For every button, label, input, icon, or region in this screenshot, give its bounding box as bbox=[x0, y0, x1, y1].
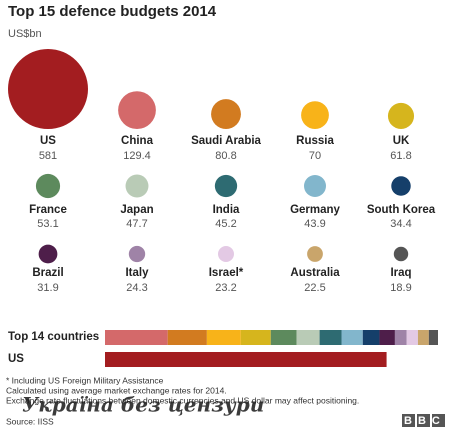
country-label: Italy bbox=[125, 267, 149, 279]
value-label: 22.5 bbox=[304, 282, 325, 294]
country-label: India bbox=[213, 204, 240, 216]
country-label: China bbox=[121, 135, 154, 147]
value-label: 129.4 bbox=[123, 150, 151, 162]
stack-segment bbox=[406, 330, 418, 345]
bubble bbox=[387, 102, 415, 129]
stack-segment bbox=[394, 330, 407, 345]
value-label: 47.7 bbox=[126, 218, 147, 230]
country-label: Israel* bbox=[209, 267, 244, 279]
stack-segment bbox=[206, 330, 241, 345]
source: Source: IISS bbox=[6, 416, 54, 426]
stack-segment bbox=[319, 330, 342, 345]
value-label: 53.1 bbox=[37, 218, 58, 230]
logo-text: BBC bbox=[404, 415, 446, 427]
country-label: US bbox=[40, 135, 56, 147]
bubble bbox=[125, 174, 149, 198]
country-label: Iraq bbox=[390, 267, 411, 279]
bar-label: Top 14 countries bbox=[8, 331, 99, 343]
logo-box bbox=[402, 414, 415, 427]
value-label: 45.2 bbox=[215, 218, 236, 230]
bubble bbox=[128, 245, 146, 263]
logo: BBC bbox=[402, 414, 446, 427]
bubble bbox=[391, 176, 411, 196]
note: * Including US Foreign Military Assistan… bbox=[6, 375, 164, 385]
country-label: Germany bbox=[290, 204, 340, 216]
subtitle: US$bn bbox=[8, 28, 42, 40]
bubble bbox=[118, 91, 156, 129]
value-label: 61.8 bbox=[390, 150, 411, 162]
value-label: 31.9 bbox=[37, 282, 58, 294]
value-label: 24.3 bbox=[126, 282, 147, 294]
country-label: Saudi Arabia bbox=[191, 135, 261, 147]
stack-segment bbox=[240, 330, 271, 345]
bubble bbox=[8, 49, 88, 129]
watermark: Україна без цензури bbox=[22, 393, 264, 417]
country-label: France bbox=[29, 204, 67, 216]
logo-box bbox=[432, 414, 445, 427]
logo-box bbox=[417, 414, 430, 427]
value-label: 43.9 bbox=[304, 218, 325, 230]
bar-label: US bbox=[8, 353, 24, 365]
stack-segment bbox=[296, 330, 320, 345]
country-label: Russia bbox=[296, 135, 334, 147]
bubble bbox=[211, 99, 241, 129]
country-label: Japan bbox=[120, 204, 153, 216]
value-label: 23.2 bbox=[215, 282, 236, 294]
country-label: UK bbox=[393, 135, 410, 147]
stack-segment bbox=[362, 330, 380, 345]
chart-title: Top 15 defence budgets 2014 bbox=[8, 3, 217, 20]
country-label: Brazil bbox=[32, 267, 63, 279]
note: Calculated using average market exchange… bbox=[6, 385, 227, 395]
bubble bbox=[214, 174, 238, 198]
bubble bbox=[301, 101, 329, 129]
country-label: South Korea bbox=[367, 204, 436, 216]
bubble bbox=[393, 246, 409, 262]
stack-segment bbox=[379, 330, 395, 345]
stack-segment bbox=[428, 330, 438, 345]
us-bar bbox=[105, 352, 387, 367]
value-label: 80.8 bbox=[215, 150, 236, 162]
value-label: 34.4 bbox=[390, 218, 411, 230]
stack-segment bbox=[341, 330, 363, 345]
value-label: 581 bbox=[39, 150, 57, 162]
stack-segment bbox=[270, 330, 297, 345]
stack-segment bbox=[417, 330, 429, 345]
value-label: 70 bbox=[309, 150, 321, 162]
bubble bbox=[218, 246, 234, 262]
bubble bbox=[307, 246, 323, 262]
note: Exchange rate fluctuations between domes… bbox=[6, 395, 359, 405]
stack-segment bbox=[167, 330, 207, 345]
bubble bbox=[304, 175, 326, 197]
country-label: Australia bbox=[290, 267, 340, 279]
bubble bbox=[38, 244, 58, 264]
bubble bbox=[35, 173, 61, 199]
value-label: 18.9 bbox=[390, 282, 411, 294]
stack-segment bbox=[105, 330, 168, 345]
